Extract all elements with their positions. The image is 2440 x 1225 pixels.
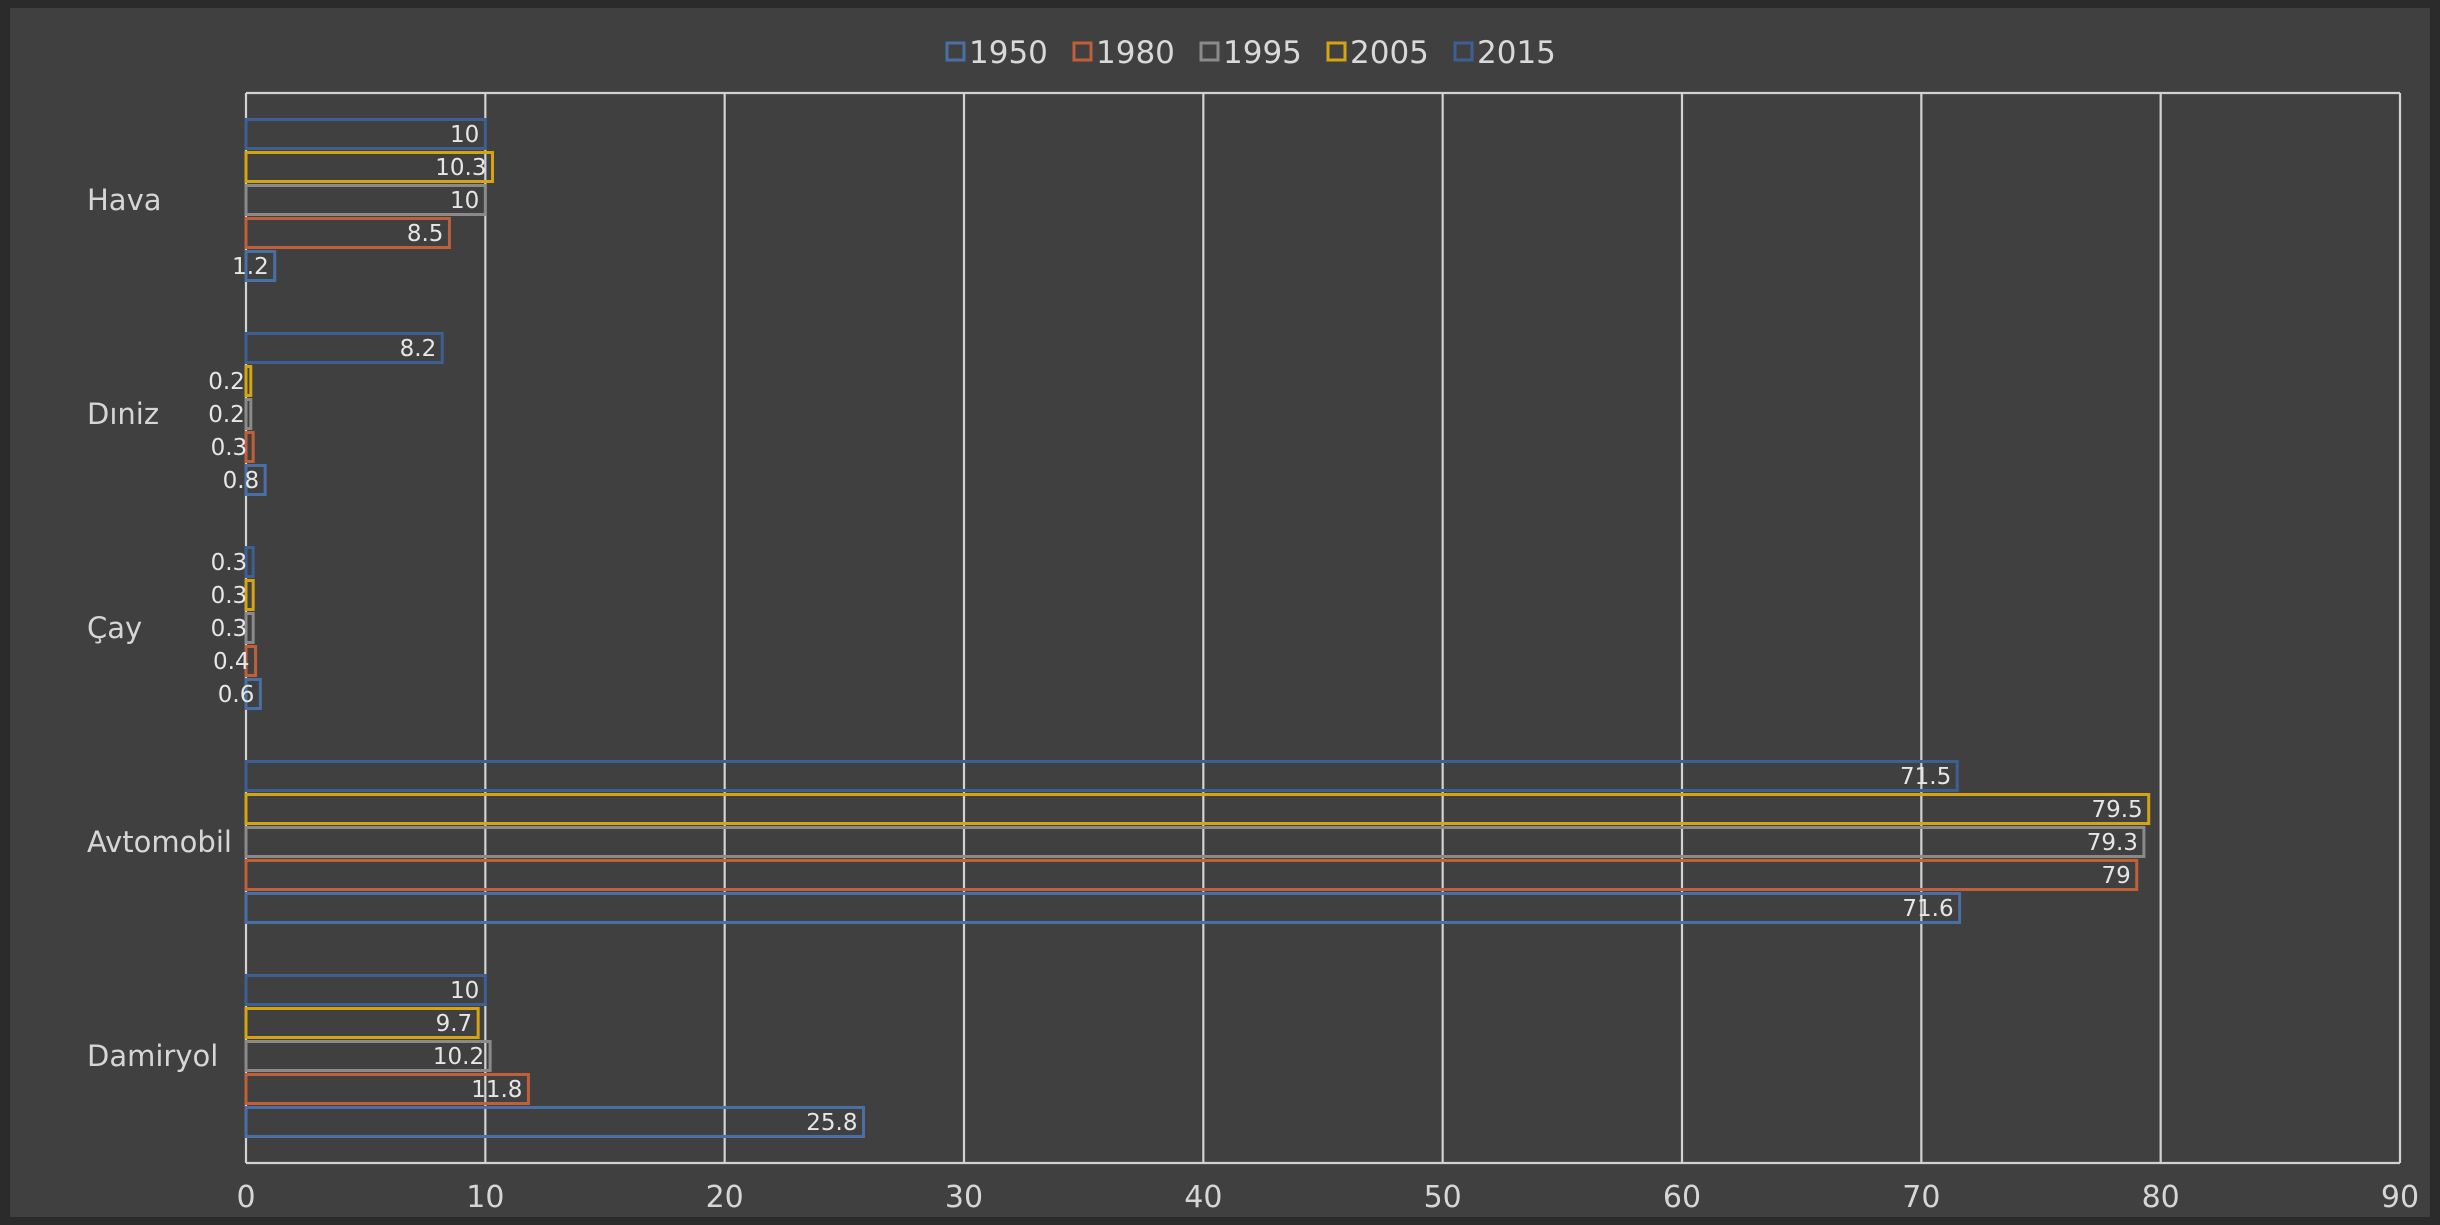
x-tick-label: 70 [1902,1180,1940,1215]
legend-label: 2015 [1477,35,1556,71]
data-label: 79.3 [2087,830,2138,856]
legend-swatch [945,41,966,62]
data-label: 79.5 [2091,797,2142,823]
bar [244,398,253,430]
bar [244,645,258,677]
legend-label: 2005 [1350,35,1429,71]
bar [244,1007,480,1039]
bar [244,546,255,578]
bar [244,332,444,364]
data-label: 0.2 [208,402,245,428]
legend-swatch [1199,41,1220,62]
legend-label: 1950 [969,35,1048,71]
bar [244,793,2151,825]
data-label: 0.3 [211,583,248,609]
bar [244,859,2139,891]
bar [244,760,1959,792]
category-label: Damiryol [87,1039,218,1073]
x-tick-label: 90 [2381,1180,2419,1215]
data-label: 10.3 [435,155,486,181]
category-label: Çay [87,611,142,645]
x-tick-label: 50 [1424,1180,1462,1215]
legend-swatch [1326,41,1347,62]
data-label: 0.8 [223,468,260,494]
bar [244,431,255,463]
bar [244,612,255,644]
x-tick-label: 10 [466,1180,504,1215]
data-label: 10.2 [433,1044,484,1070]
bar [244,826,2146,858]
bar [244,217,451,249]
data-label: 10 [450,122,479,148]
data-label: 8.5 [407,221,444,247]
legend-label: 1980 [1096,35,1175,71]
category-label: Avtomobil [87,825,232,859]
legend-swatch [1453,41,1474,62]
x-tick-label: 60 [1663,1180,1701,1215]
bar [244,365,253,397]
chart: 0 10 20 30 40 50 60 70 80 90 Hava 10 10.3 10 8.5 1.2 Dın… [10,8,2430,1217]
category-label: Dıniz [87,397,159,431]
data-label: 71.6 [1902,896,1953,922]
category-label: Hava [87,183,162,217]
legend-label: 1995 [1223,35,1302,71]
bar [244,678,262,710]
x-tick-label: 20 [706,1180,744,1215]
bar [244,1040,492,1072]
data-label: 0.3 [211,550,248,576]
data-label: 10 [450,188,479,214]
data-label: 11.8 [471,1077,522,1103]
data-label: 1.2 [232,254,269,280]
data-label: 0.2 [208,369,245,395]
bar [244,184,487,216]
bar [244,1073,530,1105]
data-label: 8.2 [400,336,437,362]
data-label: 9.7 [436,1011,473,1037]
x-tick-label: 80 [2142,1180,2180,1215]
legend-swatch [1072,41,1093,62]
x-tick-label: 40 [1184,1180,1222,1215]
bar [244,579,255,611]
x-tick-label: 30 [945,1180,983,1215]
data-label: 25.8 [806,1110,857,1136]
bar [244,250,277,282]
bar [244,464,267,496]
data-label: 0.6 [218,682,255,708]
bar [244,1106,865,1138]
data-label: 0.4 [213,649,250,675]
bar-chart-svg: 0 10 20 30 40 50 60 70 80 90Hava1010.3108.51.2Dın… [87,35,2419,1215]
data-label: 10 [450,978,479,1004]
bar [244,151,495,183]
bar [244,118,487,150]
bar [244,892,1962,924]
data-label: 71.5 [1900,764,1951,790]
data-label: 0.3 [211,435,248,461]
data-label: 79 [2101,863,2130,889]
x-tick-label: 0 [236,1180,255,1215]
bar [244,974,487,1006]
data-label: 0.3 [211,616,248,642]
